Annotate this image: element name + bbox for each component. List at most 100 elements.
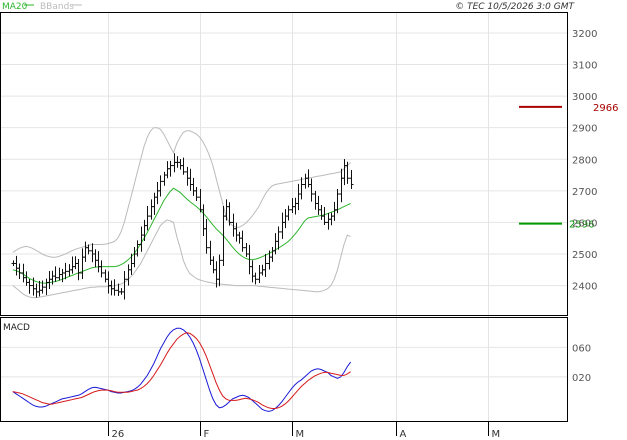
copyright-timestamp: © TEC 10/5/2026 3:0 GMT [455,2,575,12]
ohlc-bar [280,212,285,239]
macd-panel [0,317,568,422]
ohlc-bar [63,262,68,280]
x-tick-label: M [296,429,305,440]
ohlc-bar [21,263,26,283]
ohlc-bar [152,192,157,215]
ohlc-bar [217,254,222,287]
ma20-line [12,187,351,284]
price-y-tick-label: 3200 [572,29,597,40]
macd-line [12,327,352,412]
ohlc-bar [93,249,98,268]
ohlc-bar [53,266,58,282]
price-y-tick-label: 2500 [572,250,597,261]
ohlc-bar [349,170,354,189]
bollinger-bands [12,127,351,299]
ohlc-bar [319,205,324,220]
ohlc-bar [188,168,193,191]
ohlc-bar [86,244,91,255]
ohlc-bar [24,271,29,286]
macd-y-tick-label: 060 [572,343,591,354]
price-panel [0,12,568,316]
x-tick-label: F [204,429,210,440]
ohlc-bar [309,178,314,202]
ohlc-bar [339,168,344,203]
price-y-tick-label: 2800 [572,155,597,166]
ohlc-bar [211,256,216,274]
ohlc-bar [126,264,131,286]
ohlc-bar [263,254,268,278]
ohlc-bar [155,182,160,205]
ohlc-bar [168,160,173,177]
ohlc-bar [299,177,304,200]
ohlc-bar [165,161,170,179]
ohlc-bar [122,271,127,300]
ohlc-bar [335,188,340,214]
ohlc-bar [253,272,258,285]
ohlc-bar [322,206,327,225]
ohlc-bar [290,198,295,213]
ohlc-bar [181,157,186,175]
ohlc-bar [296,183,301,211]
ohlc-bar [17,263,22,279]
price-bars [11,153,354,300]
ohlc-bar [227,202,232,226]
ohlc-bar [201,204,206,236]
legend-bbands: BBands [40,2,74,12]
macd-label: MACD [3,323,30,333]
ohlc-bar [162,171,167,186]
ohlc-bar [145,206,150,231]
ohlc-bar [149,199,154,220]
ohlc-bar [76,259,81,281]
x-tick-label: A [400,429,407,440]
ohlc-bar [234,222,239,242]
macd-y-axis: 020 060 [572,343,591,383]
ohlc-bar [224,199,229,221]
ohlc-bar [27,278,32,294]
ohlc-bar [250,260,255,283]
price-y-tick-label: 2700 [572,187,597,198]
ohlc-bar [40,280,45,294]
ohlc-bar [142,219,147,242]
macd-series [12,327,352,412]
ohlc-bar [80,248,85,279]
price-y-tick-label: 2900 [572,124,597,135]
ohlc-bar [185,166,190,186]
ohlc-bar [73,256,78,270]
ohlc-bar [204,218,209,254]
ohlc-bar [191,177,196,196]
price-y-tick-label: 2400 [572,282,597,293]
ohlc-bar [135,240,140,257]
ohlc-bar [257,265,262,284]
ohlc-bar [158,175,163,197]
price-y-axis: 2400 2500 2600 2700 2800 2900 3000 3100 3200 [572,29,597,293]
ohlc-bar [129,253,134,275]
ohlc-bar [326,212,331,230]
ohlc-bar [240,230,245,252]
ohlc-bar [283,209,288,229]
ohlc-bar [267,250,272,270]
ohlc-bar [342,158,347,186]
ohlc-bar [31,277,36,296]
bb-upper-line [12,127,351,258]
price-levels: 2966 2596 [519,103,618,231]
resistance-label: 2966 [593,103,618,114]
ohlc-bar [276,226,281,250]
ohlc-bar [208,240,213,266]
ohlc-bar [194,187,199,201]
ohlc-bar [293,197,298,215]
ohlc-bar [273,233,278,255]
x-axis: 26 F M A M [108,421,500,440]
ohlc-bar [345,161,350,184]
ohlc-bar [106,271,111,294]
ohlc-bar [132,247,137,268]
legend-ma20: MA20 [2,2,28,12]
ohlc-bar [103,269,108,283]
ohlc-bar [83,241,88,262]
ohlc-bar [90,243,95,263]
ohlc-bar [286,205,291,221]
ohlc-bar [316,195,321,215]
ohlc-bar [14,255,19,276]
ohlc-bar [178,158,183,170]
price-y-tick-label: 2600 [572,218,597,229]
